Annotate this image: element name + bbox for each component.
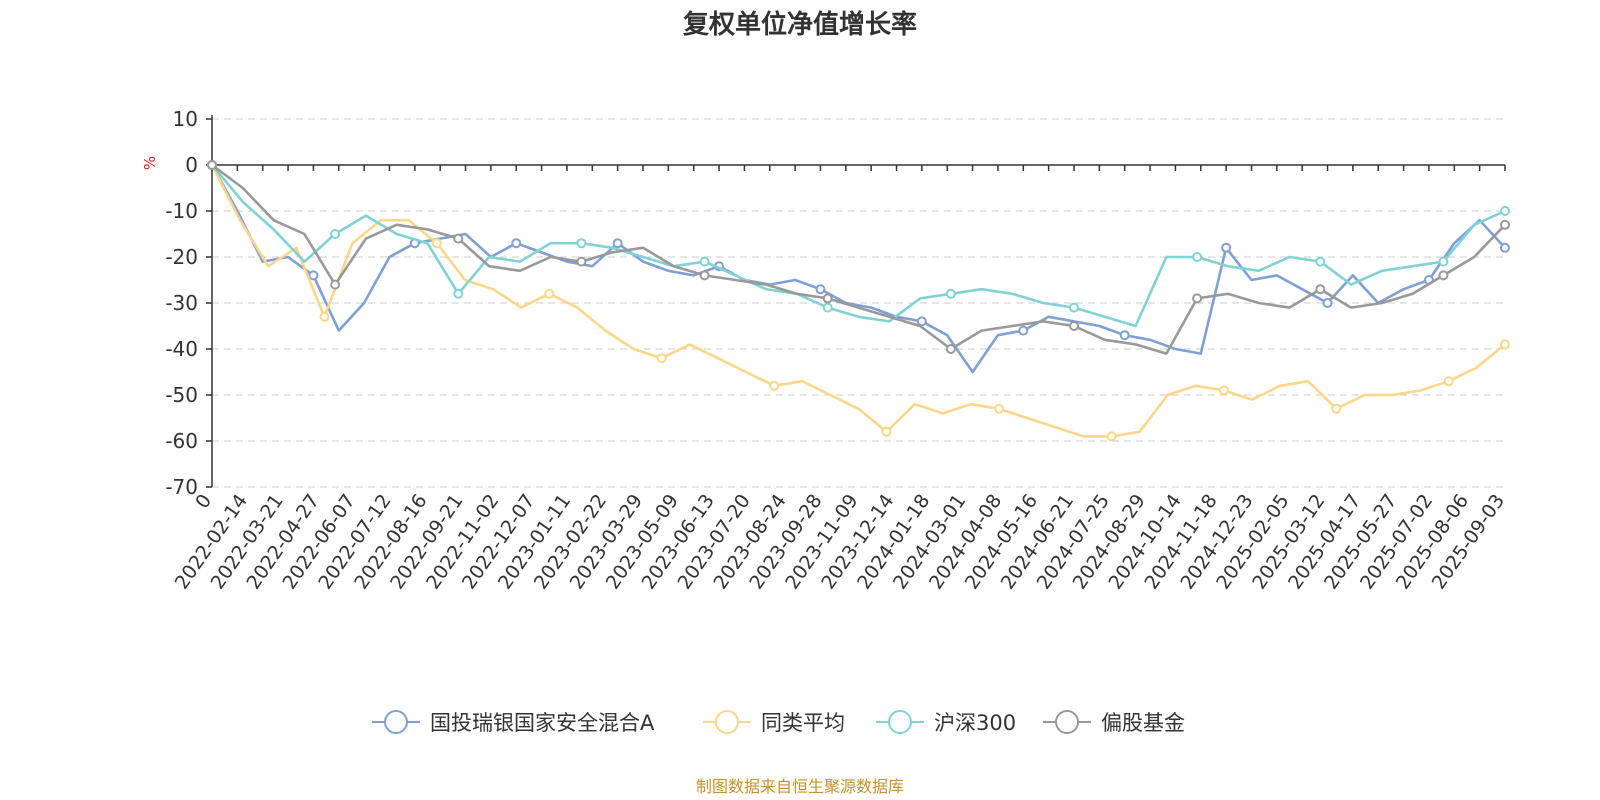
- data-point: [453, 288, 464, 299]
- series-line: [210, 164, 1506, 374]
- legend-item: 同类平均: [703, 710, 845, 735]
- data-point: [1500, 242, 1510, 253]
- y-tick-label: -70: [165, 475, 198, 499]
- y-axis-unit-label: %: [141, 156, 159, 170]
- data-point: [822, 293, 833, 304]
- data-point: [815, 284, 826, 295]
- series-lines: [207, 160, 1510, 442]
- data-point: [916, 316, 927, 327]
- data-point: [656, 353, 667, 364]
- y-tick-label: -20: [165, 245, 198, 269]
- data-point: [1192, 252, 1203, 262]
- y-tick-label: -30: [165, 291, 198, 315]
- data-point: [511, 238, 522, 249]
- data-point: [994, 403, 1005, 414]
- data-point: [453, 233, 464, 244]
- axes: 100-10-20-30-40-50-60-7002022-02-142022-…: [165, 107, 1509, 593]
- data-point: [1322, 298, 1333, 308]
- data-point: [612, 238, 623, 249]
- data-point: [699, 270, 710, 281]
- data-point: [769, 380, 780, 391]
- data-point: [1315, 256, 1326, 267]
- y-tick-label: 10: [173, 107, 198, 131]
- data-source-note: 制图数据来自恒生聚源数据库: [696, 777, 904, 796]
- data-point: [1119, 330, 1130, 341]
- y-tick-label: -40: [165, 337, 198, 361]
- legend-circle-icon: [888, 710, 912, 734]
- data-point: [1315, 284, 1326, 295]
- legend-label: 沪深300: [934, 711, 1016, 735]
- data-point: [1500, 339, 1510, 350]
- data-point: [699, 256, 710, 267]
- legend: 国投瑞银国家安全混合A 同类平均 沪深300 偏股基金: [372, 710, 1185, 735]
- legend-circle-icon: [715, 710, 739, 734]
- data-point: [1106, 431, 1117, 442]
- chart-title: 复权单位净值增长率: [683, 9, 917, 40]
- data-point: [1192, 293, 1203, 304]
- data-point: [1500, 219, 1510, 230]
- data-point: [1500, 206, 1510, 216]
- legend-item: 国投瑞银国家安全混合A: [372, 710, 655, 735]
- series-line: [210, 164, 1506, 438]
- data-point: [319, 311, 330, 322]
- data-point: [1069, 302, 1079, 313]
- data-point: [207, 160, 217, 170]
- series-line: [211, 164, 1506, 328]
- data-point: [945, 344, 956, 354]
- grid-lines: [212, 118, 1505, 488]
- data-point: [945, 288, 956, 299]
- data-point: [1438, 256, 1449, 267]
- legend-label: 同类平均: [761, 711, 845, 735]
- data-point: [1443, 376, 1454, 387]
- data-point: [576, 256, 587, 267]
- series-2: [207, 160, 1510, 442]
- y-tick-label: -60: [165, 429, 198, 453]
- data-point: [822, 302, 833, 313]
- data-point: [1438, 270, 1449, 281]
- series-4: [207, 160, 1510, 355]
- data-point: [308, 270, 319, 281]
- data-point: [330, 279, 341, 290]
- legend-item: 沪深300: [876, 710, 1016, 735]
- series-line: [211, 163, 1506, 355]
- legend-item: 偏股基金: [1043, 710, 1185, 735]
- series-3: [207, 160, 1510, 328]
- series-1: [207, 160, 1510, 374]
- data-point: [330, 229, 341, 239]
- data-point: [544, 288, 555, 299]
- legend-label: 偏股基金: [1101, 711, 1185, 735]
- data-point: [881, 426, 892, 437]
- y-tick-label: -50: [165, 383, 198, 407]
- data-point: [431, 238, 442, 249]
- legend-label: 国投瑞银国家安全混合A: [430, 711, 655, 735]
- data-point: [1331, 403, 1342, 414]
- data-point: [1221, 242, 1232, 253]
- y-tick-label: -10: [165, 199, 198, 223]
- data-point: [1218, 385, 1229, 396]
- data-point: [1018, 325, 1029, 336]
- y-tick-label: 0: [185, 153, 198, 177]
- legend-circle-icon: [1055, 710, 1079, 734]
- x-tick-label: 0: [191, 490, 216, 513]
- legend-circle-icon: [384, 710, 408, 734]
- data-point: [1069, 321, 1079, 331]
- data-point: [576, 238, 587, 249]
